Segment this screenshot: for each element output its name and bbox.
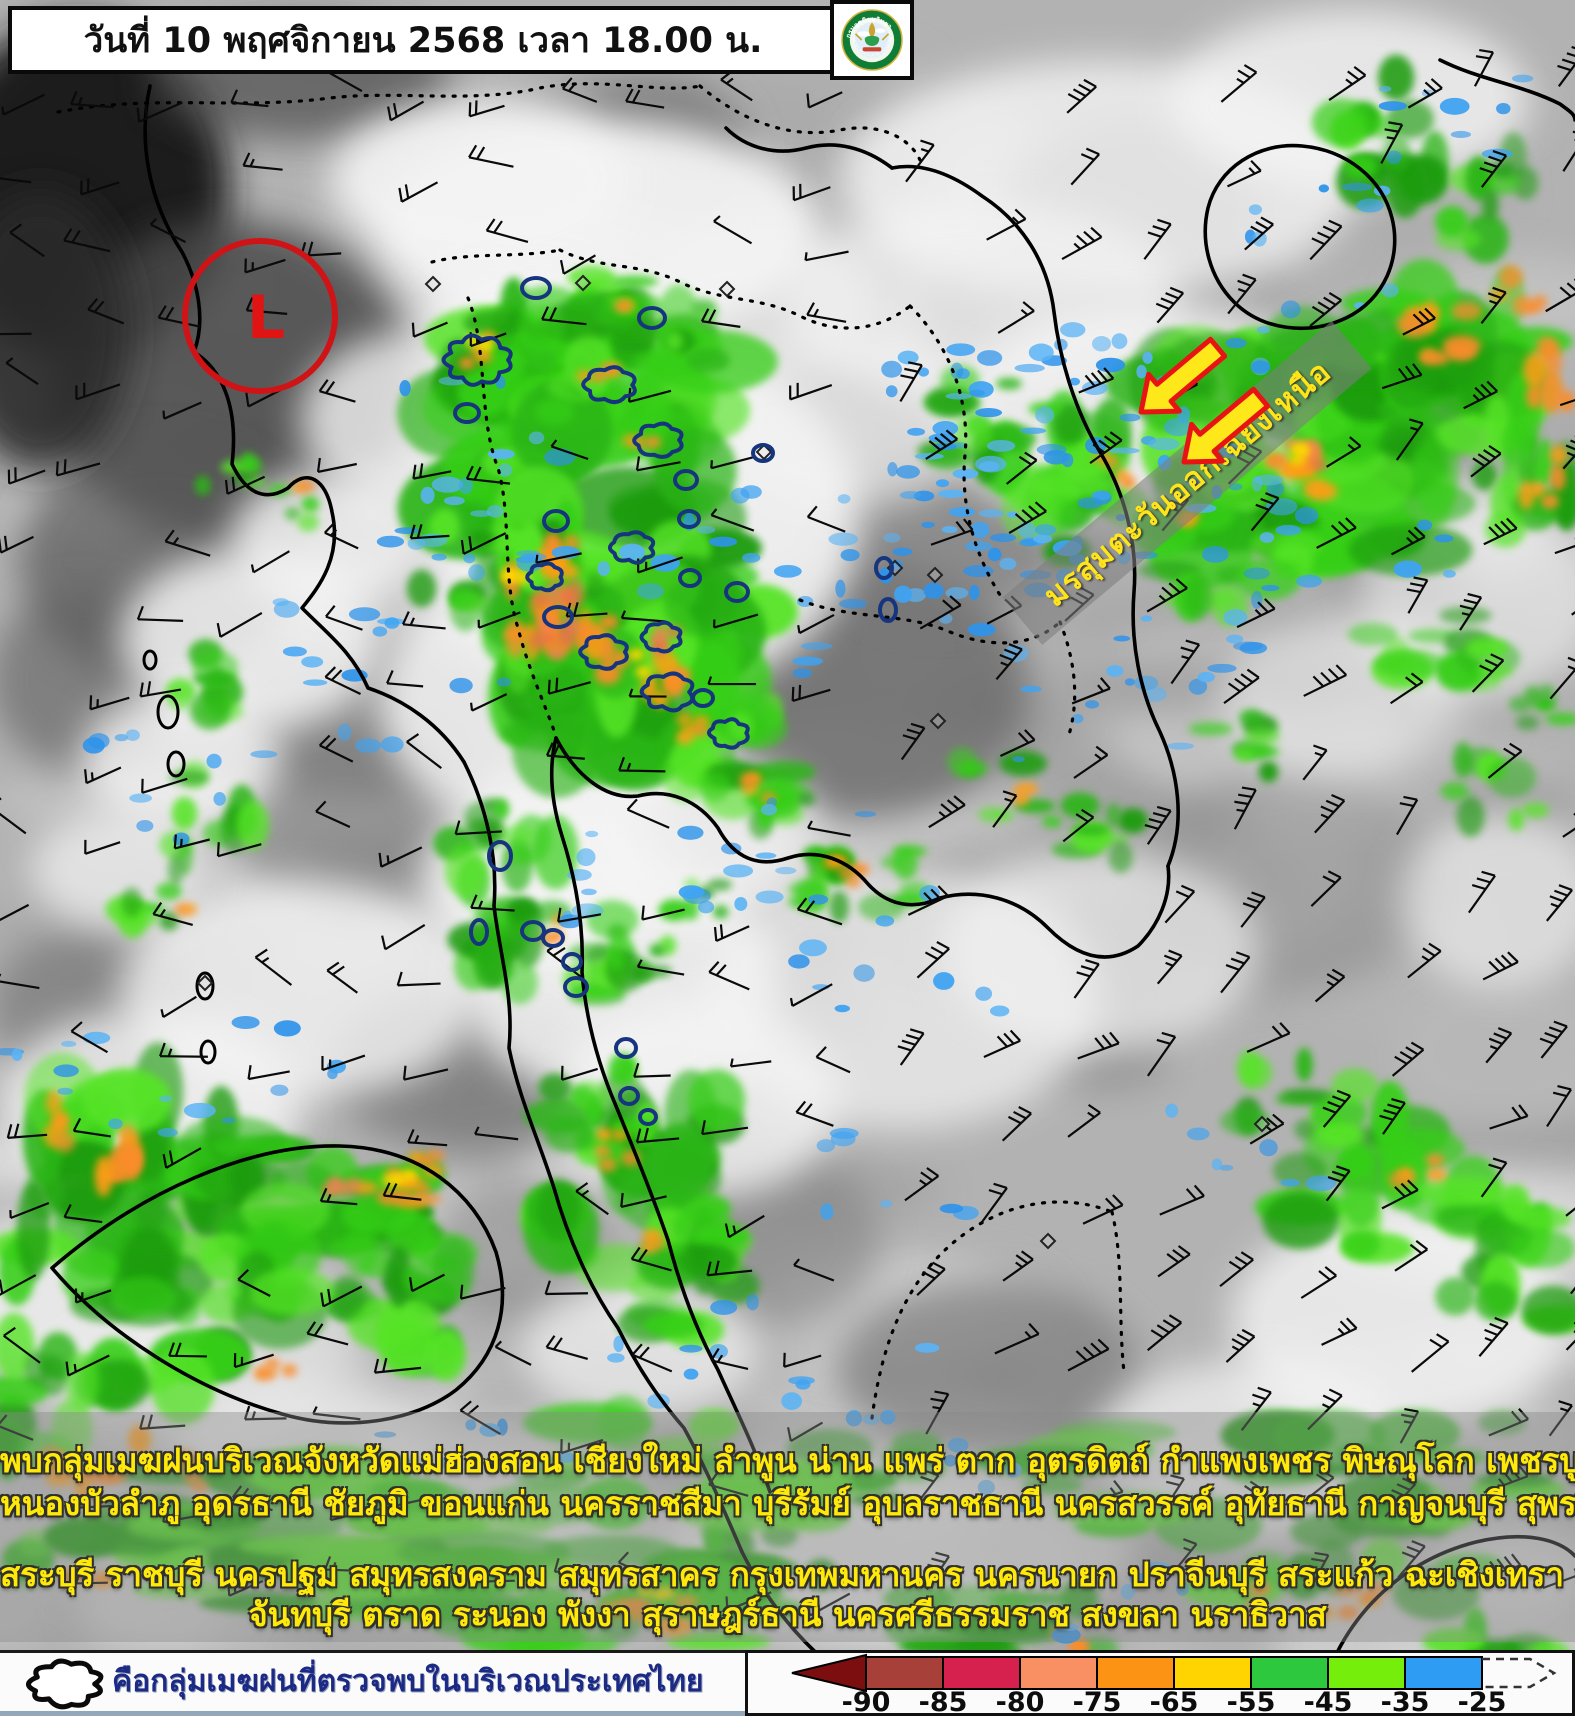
scale-tick-label: -75 xyxy=(1073,1687,1122,1713)
scale-segment xyxy=(865,1656,944,1690)
scale-tick-label: -80 xyxy=(996,1687,1045,1713)
datetime-title-box: วันที่ 10 พฤศจิกายน 2568 เวลา 18.00 น. xyxy=(8,6,838,74)
scale-underflow-arrow xyxy=(791,1653,867,1693)
scale-segment xyxy=(1019,1656,1098,1690)
temperature-color-scale: -90 -85 -80 -75 -65 -55 -45 -35 -25 xyxy=(745,1650,1575,1716)
scale-tick-label: -55 xyxy=(1227,1687,1276,1713)
rain-cloud-outline-icon xyxy=(26,1658,104,1710)
legend-caption: คือกลุ่มเมฆฝนที่ตรวจพบในบริเวณประเทศไทย xyxy=(112,1664,704,1699)
announcement-line: สระบุรี ราชบุรี นครปฐม สมุทรสงคราม สมุทร… xyxy=(0,1555,1575,1594)
datetime-title: วันที่ 10 พฤศจิกายน 2568 เวลา 18.00 น. xyxy=(83,20,763,61)
scale-segment xyxy=(942,1656,1021,1690)
announcement-line: หนองบัวลำภู อุดรธานี ชัยภูมิ ขอนแก่น นคร… xyxy=(0,1484,1575,1523)
rain-provinces-announcement: พบกลุ่มเมฆฝนบริเวณจังหวัดแม่ฮ่องสอน เชีย… xyxy=(0,1412,1575,1642)
scale-tick-label: -90 xyxy=(842,1687,891,1713)
scale-segment xyxy=(1250,1656,1329,1690)
scale-segment xyxy=(1173,1656,1252,1690)
tmd-seal-icon: กรมอุตุนิยมวิทยา METEOROLOGICAL DEPARTME… xyxy=(841,9,903,71)
announcement-line: พบกลุ่มเมฆฝนบริเวณจังหวัดแม่ฮ่องสอน เชีย… xyxy=(0,1441,1575,1480)
scale-tick-label: -65 xyxy=(1150,1687,1199,1713)
scale-segment xyxy=(1327,1656,1406,1690)
scale-overflow-arrow xyxy=(1482,1657,1557,1689)
scale-tick-label: -85 xyxy=(919,1687,968,1713)
monsoon-arrow-icon xyxy=(1138,336,1228,415)
monsoon-arrow-icon xyxy=(1181,386,1271,465)
scale-tick-label: -35 xyxy=(1381,1687,1430,1713)
announcement-line: จันทบุรี ตราด ระนอง พังงา สุราษฎร์ธานี น… xyxy=(248,1595,1327,1634)
scale-tick-label: -25 xyxy=(1458,1687,1507,1713)
low-pressure-marker: L xyxy=(182,238,338,394)
scale-segment xyxy=(1096,1656,1175,1690)
scale-tick-label: -45 xyxy=(1304,1687,1353,1713)
legend-bar: คือกลุ่มเมฆฝนที่ตรวจพบในบริเวณประเทศไทย … xyxy=(0,1650,1575,1716)
meteorological-department-logo: กรมอุตุนิยมวิทยา METEOROLOGICAL DEPARTME… xyxy=(830,0,914,80)
low-pressure-symbol: L xyxy=(246,283,286,353)
scale-segment xyxy=(1404,1656,1483,1690)
